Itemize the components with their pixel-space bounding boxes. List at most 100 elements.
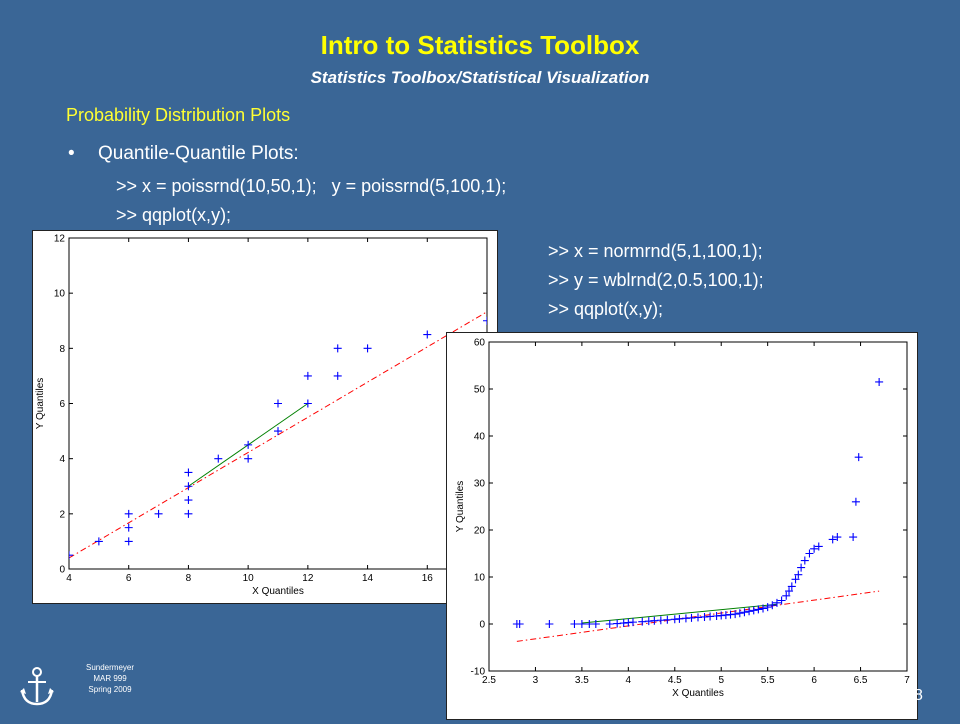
x-tick-label: 4 — [626, 675, 632, 686]
bullet-item: • Quantile-Quantile Plots: — [68, 143, 299, 165]
data-point — [483, 316, 487, 325]
data-point — [854, 453, 863, 462]
data-point — [605, 620, 614, 628]
data-point — [772, 598, 781, 607]
data-point — [768, 601, 777, 610]
y-tick-label: 6 — [59, 399, 65, 410]
x-tick-label: 3 — [533, 675, 539, 686]
y-tick-label: 8 — [59, 344, 65, 355]
data-point — [749, 606, 758, 615]
x-tick-label: 12 — [302, 573, 314, 584]
y-tick-label: 0 — [479, 620, 485, 631]
data-point — [777, 596, 786, 605]
page-number: 8 — [914, 687, 923, 704]
data-point — [545, 620, 554, 628]
data-point — [875, 377, 884, 386]
slide-title: Intro to Statistics Toolbox — [320, 30, 640, 60]
data-point — [184, 482, 193, 491]
anchor-logo-icon — [20, 667, 54, 706]
data-point — [851, 497, 860, 506]
x-tick-label: 7 — [904, 675, 910, 686]
y-tick-label: 0 — [59, 565, 65, 576]
data-point — [184, 496, 193, 505]
reference-line — [69, 311, 487, 559]
data-point — [333, 344, 342, 353]
data-point — [745, 607, 754, 616]
data-point — [754, 605, 763, 614]
data-point — [800, 556, 809, 565]
code-line-1a: >> x = poissrnd(10,50,1); y = poissrnd(5… — [116, 176, 507, 196]
footer-term: Spring 2009 — [88, 685, 132, 694]
y-tick-label: 50 — [474, 385, 486, 396]
y-tick-label: 20 — [474, 526, 486, 537]
y-tick-label: -10 — [471, 667, 486, 678]
data-point — [423, 330, 432, 339]
data-point — [791, 575, 800, 584]
data-point — [810, 544, 819, 553]
data-point — [94, 537, 103, 546]
data-point — [274, 427, 282, 436]
data-point — [787, 582, 796, 591]
data-point — [274, 399, 282, 408]
data-point — [124, 509, 133, 518]
y-tick-label: 40 — [474, 432, 486, 443]
data-point — [69, 551, 73, 560]
x-tick-label: 4 — [66, 573, 72, 584]
section-title: Probability Distribution Plots — [66, 105, 291, 125]
footer-name: Sundermeyer — [85, 663, 135, 672]
data-point — [303, 371, 312, 380]
data-point — [570, 620, 579, 628]
x-tick-label: 6 — [811, 675, 817, 686]
data-point — [124, 523, 133, 532]
qqplot-2-chart: 2.5 3 3.5 4 4.5 5 5.5 6 6.5 7 -10 0 10 20 30 40 50 60 X Qu… — [455, 338, 910, 700]
code-line-1b: >> qqplot(x,y); — [116, 205, 232, 225]
data-point — [515, 620, 524, 628]
footer-credit: Sundermeyer MAR 999 Spring 2009 — [80, 662, 140, 695]
data-point — [785, 587, 794, 596]
data-point — [244, 440, 253, 449]
x-axis-label: X Quantiles — [252, 586, 304, 597]
data-point — [184, 468, 193, 477]
y-tick-label: 10 — [54, 289, 66, 300]
x-tick-label: 5 — [718, 675, 724, 686]
data-point — [814, 542, 823, 551]
code-line-2b: >> y = wblrnd(2,0.5,100,1); — [548, 270, 764, 290]
y-tick-label: 10 — [474, 573, 486, 584]
fit-line — [581, 603, 778, 624]
data-point — [740, 608, 749, 617]
data-point — [794, 570, 803, 579]
x-tick-label: 14 — [362, 573, 374, 584]
footer-course: MAR 999 — [93, 674, 127, 683]
data-point — [735, 609, 744, 618]
data-point — [214, 454, 223, 463]
code-line-2a: >> x = normrnd(5,1,100,1); — [548, 241, 763, 261]
x-tick-label: 5.5 — [761, 675, 775, 686]
data-point — [591, 620, 600, 628]
data-point — [782, 591, 791, 600]
x-tick-label: 4.5 — [668, 675, 682, 686]
data-point — [805, 549, 814, 558]
code-line-2c: >> qqplot(x,y); — [548, 299, 664, 319]
y-tick-label: 12 — [54, 234, 66, 245]
bullet-symbol: • — [68, 143, 75, 164]
y-tick-label: 30 — [474, 479, 486, 490]
data-point — [663, 615, 672, 624]
data-point — [244, 454, 253, 463]
data-point — [731, 610, 740, 619]
x-tick-label: 6 — [126, 573, 132, 584]
x-tick-label: 6.5 — [854, 675, 868, 686]
bullet-text: Quantile-Quantile Plots: — [98, 143, 299, 164]
data-point — [628, 618, 637, 627]
data-point — [184, 509, 193, 518]
data-point — [333, 371, 342, 380]
data-point — [154, 509, 163, 518]
data-point — [363, 344, 372, 353]
x-tick-label: 8 — [186, 573, 192, 584]
data-point — [759, 604, 768, 613]
y-tick-label: 4 — [59, 454, 65, 465]
data-point — [303, 399, 312, 408]
x-tick-label: 3.5 — [575, 675, 589, 686]
x-tick-label: 16 — [422, 573, 434, 584]
